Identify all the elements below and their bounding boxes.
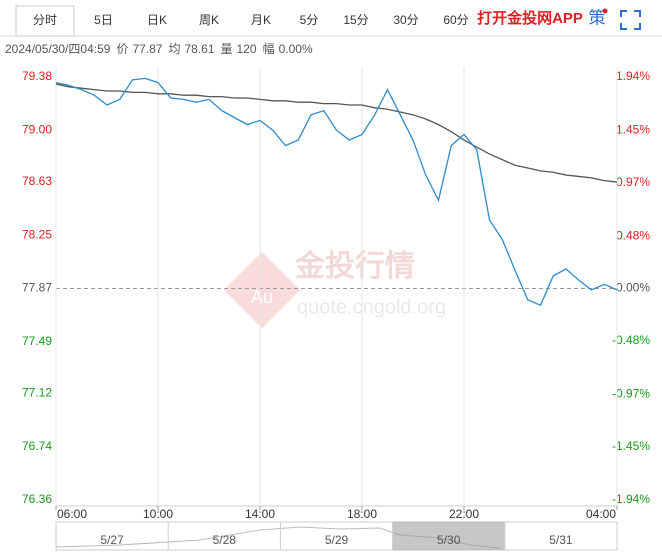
tab[interactable]: 60分 bbox=[443, 13, 468, 27]
y2-tick-label: -1.94% bbox=[612, 492, 650, 506]
y-tick-label: 79.38 bbox=[22, 69, 52, 83]
y-tick-label: 79.00 bbox=[22, 122, 52, 136]
y-tick-label: 76.74 bbox=[22, 439, 52, 453]
tab-bar bbox=[0, 0, 662, 36]
watermark-logo-shape bbox=[224, 252, 300, 328]
watermark-name: 金投行情 bbox=[294, 249, 415, 283]
tab-active bbox=[15, 5, 75, 37]
info-datetime: 2024/05/30/四04:59 bbox=[5, 42, 111, 56]
navigator-date[interactable]: 5/27 bbox=[100, 533, 124, 547]
tab[interactable]: 15分 bbox=[343, 13, 368, 27]
info-label: 量 bbox=[221, 42, 233, 56]
y2-tick-label: 0.97% bbox=[616, 175, 650, 189]
navigator-date[interactable]: 5/28 bbox=[213, 533, 237, 547]
y2-tick-label: 0.00% bbox=[616, 281, 650, 295]
info-label: 均 bbox=[168, 42, 180, 56]
watermark: Au 金投行情 quote.cngold.org bbox=[224, 249, 446, 328]
average-line bbox=[55, 83, 618, 183]
price-line bbox=[55, 77, 618, 307]
tab[interactable]: 日K bbox=[147, 13, 167, 27]
y2-tick-label: 1.45% bbox=[616, 123, 650, 137]
x-tick-label: 04:00 bbox=[586, 507, 616, 521]
y-tick-label: 77.87 bbox=[22, 281, 52, 295]
y-tick-label: 76.36 bbox=[22, 492, 52, 506]
badge bbox=[602, 8, 608, 14]
tab[interactable]: 5日 bbox=[94, 13, 113, 27]
x-tick-label: 06:00 bbox=[57, 507, 87, 521]
x-tick-label: 14:00 bbox=[245, 507, 275, 521]
info-line: 2024/05/30/四04:59 价 77.87 均 78.61 量 120 幅 0.00% bbox=[5, 41, 313, 56]
tab[interactable]: 30分 bbox=[393, 13, 418, 27]
watermark-logo: Au bbox=[251, 287, 273, 307]
y2-tick-label: -0.97% bbox=[612, 386, 650, 400]
navigator-selected[interactable] bbox=[392, 522, 505, 550]
tab[interactable]: 5分 bbox=[300, 13, 319, 27]
tab[interactable]: 周K bbox=[199, 13, 219, 27]
navigator-date[interactable]: 5/29 bbox=[325, 533, 349, 547]
watermark-url: quote.cngold.org bbox=[297, 296, 446, 318]
y2-tick-label: -0.48% bbox=[612, 333, 650, 347]
tab[interactable]: 分时 bbox=[33, 13, 57, 27]
info-value: 77.87 bbox=[132, 42, 162, 56]
y2-tick-label: 1.94% bbox=[616, 69, 650, 83]
y2-tick-label: 0.48% bbox=[616, 228, 650, 242]
y-tick-label: 77.49 bbox=[22, 334, 52, 348]
info-value: 0.00% bbox=[279, 42, 313, 56]
info-label: 幅 bbox=[263, 41, 275, 56]
side-button[interactable]: 策 bbox=[589, 8, 606, 27]
navigator[interactable] bbox=[55, 521, 618, 551]
y-tick-label: 78.63 bbox=[22, 174, 52, 188]
info-value: 78.61 bbox=[185, 42, 215, 56]
navigator-date[interactable]: 5/30 bbox=[437, 533, 461, 547]
fullscreen-icon[interactable] bbox=[620, 10, 641, 30]
tab[interactable]: 月K bbox=[251, 13, 271, 27]
x-tick-label: 10:00 bbox=[143, 507, 173, 521]
app-link[interactable]: 打开金投网APP bbox=[477, 9, 583, 27]
info-label: 价 bbox=[116, 42, 128, 56]
y-tick-label: 78.25 bbox=[22, 227, 52, 241]
info-value: 120 bbox=[237, 42, 257, 56]
y2-tick-label: -1.45% bbox=[612, 439, 650, 453]
x-tick-label: 18:00 bbox=[347, 507, 377, 521]
navigator-date[interactable]: 5/31 bbox=[549, 533, 573, 547]
y-tick-label: 77.12 bbox=[22, 386, 52, 400]
x-tick-label: 22:00 bbox=[449, 507, 479, 521]
